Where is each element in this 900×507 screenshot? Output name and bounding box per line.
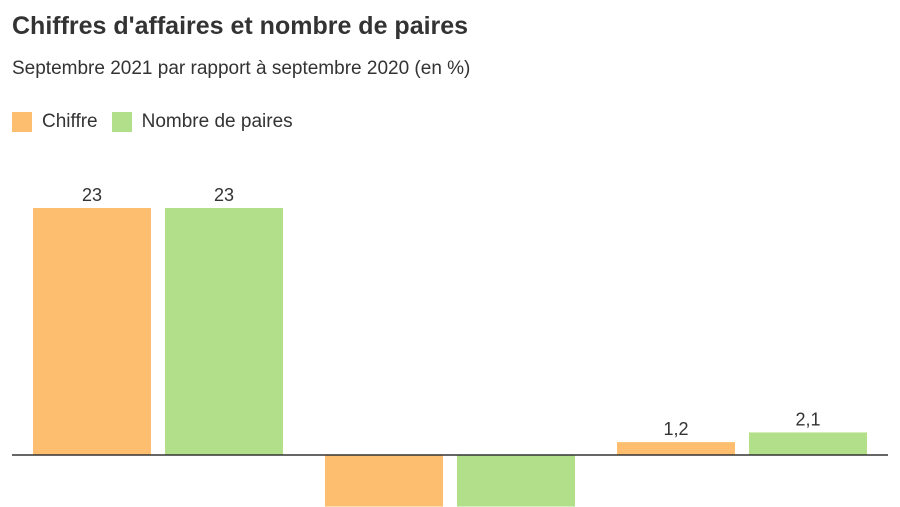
- data-label-chiffre-3: 1,2: [663, 419, 688, 439]
- chart-subtitle: Septembre 2021 par rapport à septembre 2…: [12, 58, 471, 79]
- legend-label-nombre-de-paires: Nombre de paires: [141, 111, 293, 132]
- bar-nombre-de-paires-1: [165, 208, 283, 455]
- bar-chiffre-2: [325, 455, 443, 507]
- data-label-chiffre-1: 23: [82, 185, 102, 205]
- value-labels-layer: 23 1,2 23 2,1: [82, 185, 821, 439]
- bar-chiffre-3: [617, 442, 735, 455]
- bars-layer: [33, 208, 867, 507]
- legend-item-chiffre[interactable]: Chiffre: [12, 111, 98, 133]
- chart-title: Chiffres d'affaires et nombre de paires: [12, 12, 469, 40]
- legend-item-nombre-de-paires[interactable]: Nombre de paires: [111, 111, 293, 133]
- legend-label-chiffre: Chiffre: [42, 111, 98, 132]
- chart-legend: Chiffre Nombre de paires: [12, 111, 307, 133]
- bar-chiffre-1: [33, 208, 151, 455]
- bar-nombre-de-paires-2: [457, 455, 575, 507]
- bar-nombre-de-paires-3: [749, 432, 867, 455]
- data-label-nombre-de-paires-1: 23: [214, 185, 234, 205]
- data-label-nombre-de-paires-3: 2,1: [795, 409, 820, 429]
- legend-swatch-nombre-de-paires: [111, 112, 132, 132]
- legend-swatch-chiffre: [12, 112, 32, 132]
